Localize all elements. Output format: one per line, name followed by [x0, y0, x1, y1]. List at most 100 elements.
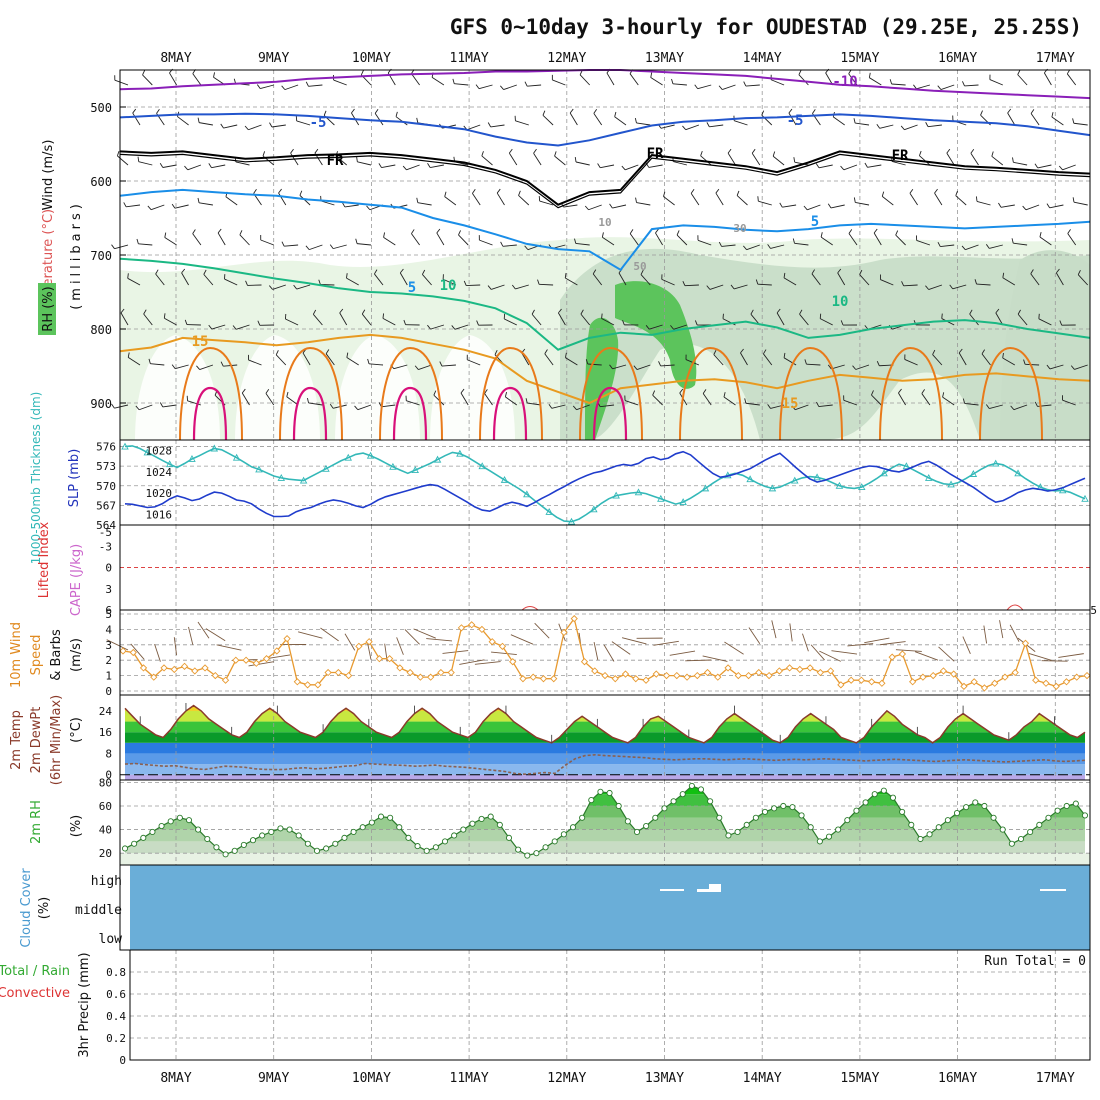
wind10-marker [980, 684, 989, 692]
wind-barb [344, 204, 359, 208]
wind-barb-flag [614, 111, 617, 117]
wind-barb-flag [123, 202, 127, 208]
wind10-marker [878, 679, 886, 687]
cloud-gap [1040, 889, 1066, 891]
wind-barb-flag [955, 190, 958, 196]
wind-barb-flag [650, 72, 653, 78]
wind10-marker [826, 667, 835, 675]
wind-barb-flag [827, 203, 832, 209]
wind-barb-flag [900, 125, 905, 130]
wind10-barb [396, 637, 404, 655]
thickness-marker [366, 451, 375, 459]
wind-barb-flag [500, 241, 504, 247]
isotherm-label: 10 [832, 294, 849, 310]
wind10-barb [831, 650, 858, 655]
wind-barb [576, 404, 590, 411]
day-label-top: 10MAY [352, 51, 391, 66]
wind-barb [736, 195, 748, 206]
isotherm-warm-loop [879, 346, 943, 441]
wind-barb-flag [840, 320, 844, 326]
isotherm-warm-loop [179, 346, 243, 441]
wind-barb [916, 240, 931, 246]
wind-barb [649, 324, 663, 330]
wind-barb [587, 363, 602, 366]
pressure-tick-label: 900 [90, 397, 112, 411]
wind10-barb [702, 655, 728, 662]
wind-barb-flag [1007, 108, 1012, 114]
wind10-marker [703, 668, 712, 677]
wind-barb [527, 84, 542, 87]
wind-barb [916, 84, 931, 90]
label-rh: RH (%) [41, 286, 56, 331]
wind-barb-flag [913, 84, 917, 90]
wind-barb-flag [472, 189, 476, 194]
wind-barb-flag [609, 203, 613, 209]
pressure-tick-label: 600 [90, 175, 112, 189]
wind10-barb [611, 641, 631, 655]
precip-panel: 0 0.2 0.4 0.6 0.8 Run Total = 0 [106, 949, 1091, 1067]
wind-barb [1077, 274, 1089, 286]
wind-barb [794, 242, 809, 246]
day-label-bottom: 17MAY [1036, 1071, 1075, 1086]
wind-barb [601, 318, 615, 326]
wind-barb-flag [496, 188, 501, 194]
wind-barb-flag [196, 365, 201, 370]
chart-title: GFS 0~10day 3-hourly for OUDESTAD (29.25… [450, 15, 1082, 39]
isotherm-10 [119, 257, 1091, 351]
rh-marker [213, 844, 220, 851]
wind-barb [745, 402, 760, 406]
slp-tick-label: 1016 [146, 508, 173, 521]
rh-marker [231, 847, 238, 854]
wind-barb-flag [192, 229, 196, 234]
wind-barb-flag [564, 273, 567, 279]
wind10-barb [810, 644, 825, 661]
wind-barb [660, 364, 675, 367]
wind10-marker [601, 671, 609, 680]
wind-barb [1067, 233, 1077, 246]
wind10-marker [970, 678, 978, 686]
wind-barb [454, 324, 469, 330]
wind-barb-flag [593, 109, 598, 114]
wind-barb-flag [329, 244, 334, 249]
wind-barb-flag [622, 320, 625, 326]
wind-barb [211, 164, 226, 169]
wind-barb [636, 364, 651, 370]
wind10-tick-label: 0 [105, 685, 112, 698]
wind10-marker [591, 667, 599, 675]
wind-barb [843, 164, 858, 171]
wind-barb [174, 204, 189, 209]
thickness-marker [545, 507, 553, 515]
wind10-marker [714, 673, 722, 681]
wind-barb [751, 152, 761, 166]
wind-barb [1073, 122, 1088, 126]
wind-barb-flag [772, 151, 776, 157]
isotherm-FR [119, 150, 1091, 206]
wind-barb [539, 200, 554, 206]
rh-marker [487, 813, 494, 820]
wind10-marker [837, 681, 845, 689]
wind-barb-flag [367, 358, 370, 364]
wind-barb [981, 353, 991, 366]
wind-barb-flag [702, 389, 707, 394]
wind-barb [928, 284, 943, 290]
wind-barb-flag [360, 70, 364, 76]
thickness-marker [255, 465, 263, 473]
wind10-marker [539, 675, 548, 683]
wind-barb [891, 161, 906, 166]
rh-marker [835, 826, 842, 833]
wind-barb [411, 233, 420, 246]
wind-barb-flag [374, 109, 379, 114]
rh-marker [387, 814, 394, 821]
wind10-marker [468, 621, 476, 629]
rh-marker [341, 834, 348, 841]
wind-barb-flag [403, 319, 407, 325]
wind10-marker [621, 670, 630, 678]
wind-barb-flag [670, 325, 674, 330]
pressure-tick-label: 800 [90, 323, 112, 337]
wind10-marker [580, 658, 589, 666]
rh-marker [204, 835, 211, 843]
wind-barb-flag [921, 389, 925, 394]
wind10-marker [991, 679, 999, 687]
wind-barb-flag [245, 280, 248, 286]
wind-barb [296, 120, 311, 126]
